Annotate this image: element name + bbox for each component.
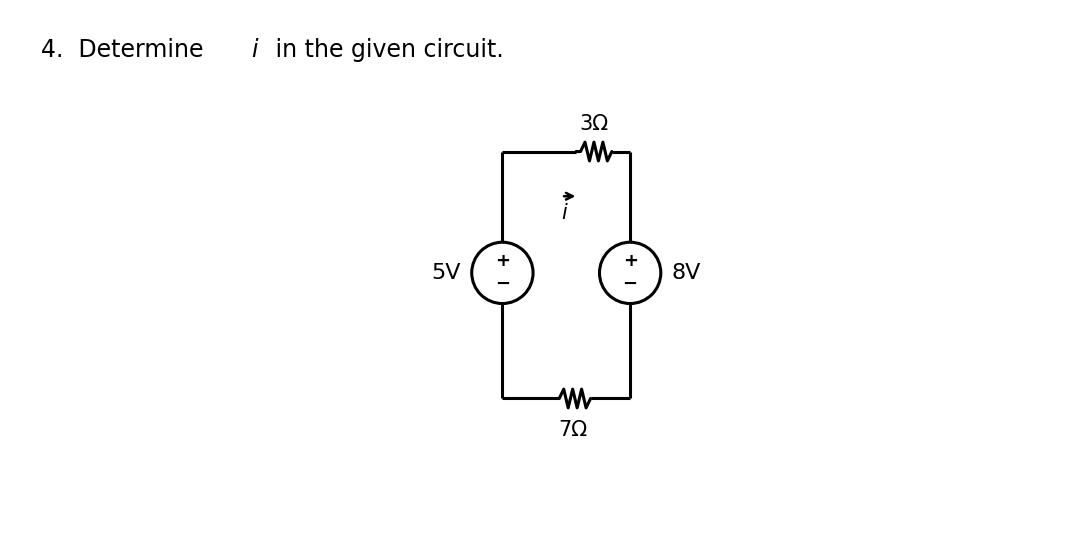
- Text: +: +: [495, 252, 510, 270]
- Text: i: i: [252, 38, 258, 62]
- Text: 7Ω: 7Ω: [558, 420, 588, 440]
- Text: 5V: 5V: [432, 263, 461, 283]
- Text: +: +: [623, 252, 637, 270]
- Text: in the given circuit.: in the given circuit.: [268, 38, 503, 62]
- Text: −: −: [495, 275, 510, 293]
- Text: 4.  Determine: 4. Determine: [41, 38, 211, 62]
- Text: $i$: $i$: [562, 204, 569, 223]
- Text: −: −: [622, 275, 637, 293]
- Text: 8V: 8V: [672, 263, 701, 283]
- Text: 3Ω: 3Ω: [579, 114, 608, 134]
